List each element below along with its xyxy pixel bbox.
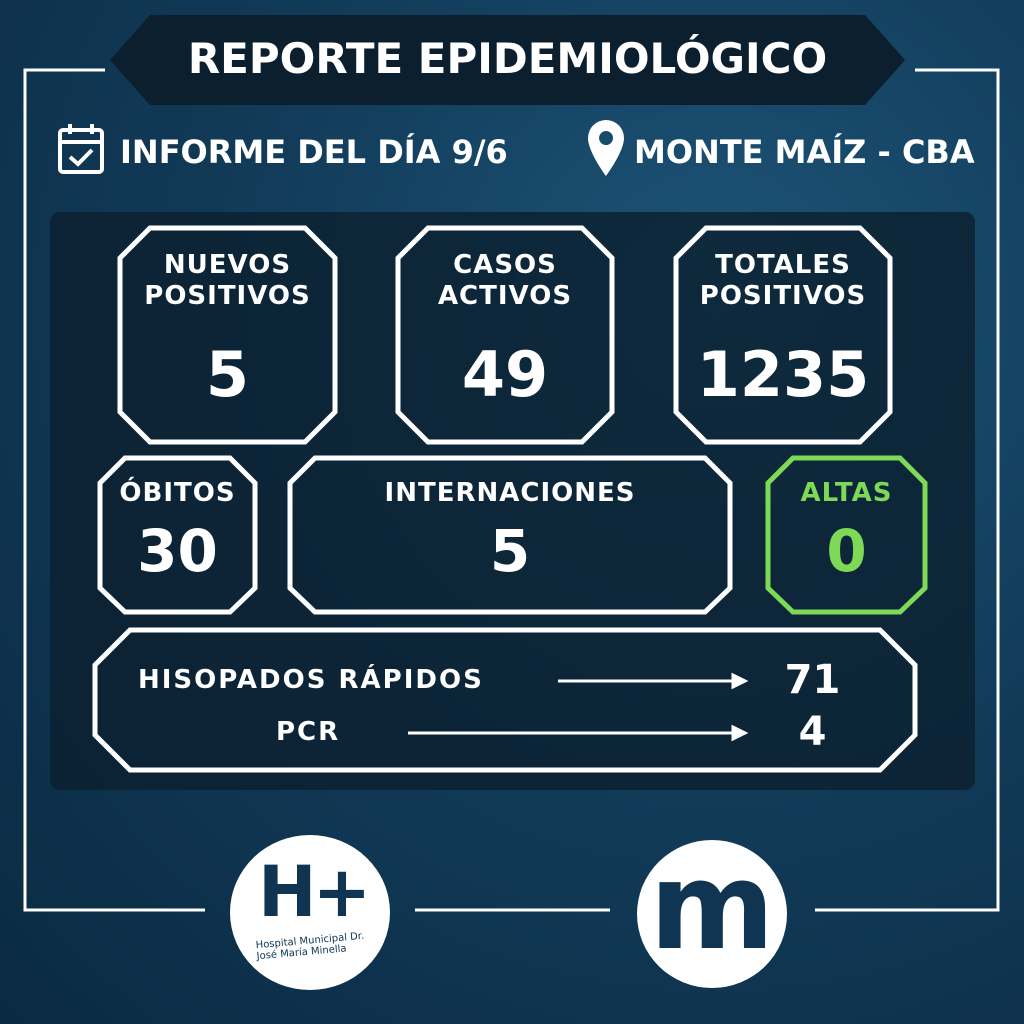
rapidos-label: HISOPADOS RÁPIDOS bbox=[138, 665, 484, 695]
map-pin-icon bbox=[588, 120, 624, 176]
pcr-value: 4 bbox=[798, 709, 827, 755]
totales-label-1: TOTALES bbox=[715, 250, 851, 280]
nuevos-value: 5 bbox=[205, 338, 250, 411]
hospital-logo-mark: H+ bbox=[258, 851, 371, 933]
nuevos-label-1: NUEVOS bbox=[163, 250, 292, 280]
activos-value: 49 bbox=[461, 338, 549, 411]
altas-value: 0 bbox=[826, 517, 867, 585]
rapidos-value: 71 bbox=[784, 657, 841, 703]
page-title: REPORTE EPIDEMIOLÓGICO bbox=[187, 34, 828, 83]
location: MONTE MAÍZ - CBA bbox=[634, 133, 975, 171]
box-obitos bbox=[97, 455, 258, 615]
box-internaciones bbox=[287, 455, 733, 615]
title-banner bbox=[110, 15, 905, 105]
internaciones-label: INTERNACIONES bbox=[384, 478, 636, 508]
totales-label-2: POSITIVOS bbox=[699, 281, 867, 311]
pcr-label: PCR bbox=[276, 717, 341, 747]
municipio-logo-mark: m bbox=[649, 838, 775, 977]
box-activos bbox=[395, 225, 615, 445]
altas-label: ALTAS bbox=[800, 478, 893, 508]
calendar-check-icon bbox=[58, 124, 104, 174]
municipio-logo: m bbox=[637, 840, 787, 988]
hospital-logo-name: Hospital Municipal Dr. José María Minell… bbox=[255, 930, 365, 963]
activos-label-2: ACTIVOS bbox=[437, 281, 573, 311]
stats-panel bbox=[50, 212, 975, 790]
internaciones-value: 5 bbox=[489, 517, 531, 585]
totales-value: 1235 bbox=[696, 338, 870, 411]
nuevos-label-2: POSITIVOS bbox=[144, 281, 311, 311]
obitos-value: 30 bbox=[137, 517, 218, 585]
frame-lines bbox=[23, 68, 1000, 912]
box-tests bbox=[92, 627, 918, 773]
box-nuevos bbox=[117, 225, 338, 445]
activos-label-1: CASOS bbox=[453, 250, 557, 280]
obitos-label: ÓBITOS bbox=[119, 478, 236, 508]
box-altas bbox=[765, 455, 928, 615]
report-date: INFORME DEL DÍA 9/6 bbox=[120, 133, 508, 171]
box-totales bbox=[673, 225, 893, 445]
arrows bbox=[408, 672, 749, 742]
hospital-logo: H+ Hospital Municipal Dr. José María Min… bbox=[230, 835, 390, 990]
